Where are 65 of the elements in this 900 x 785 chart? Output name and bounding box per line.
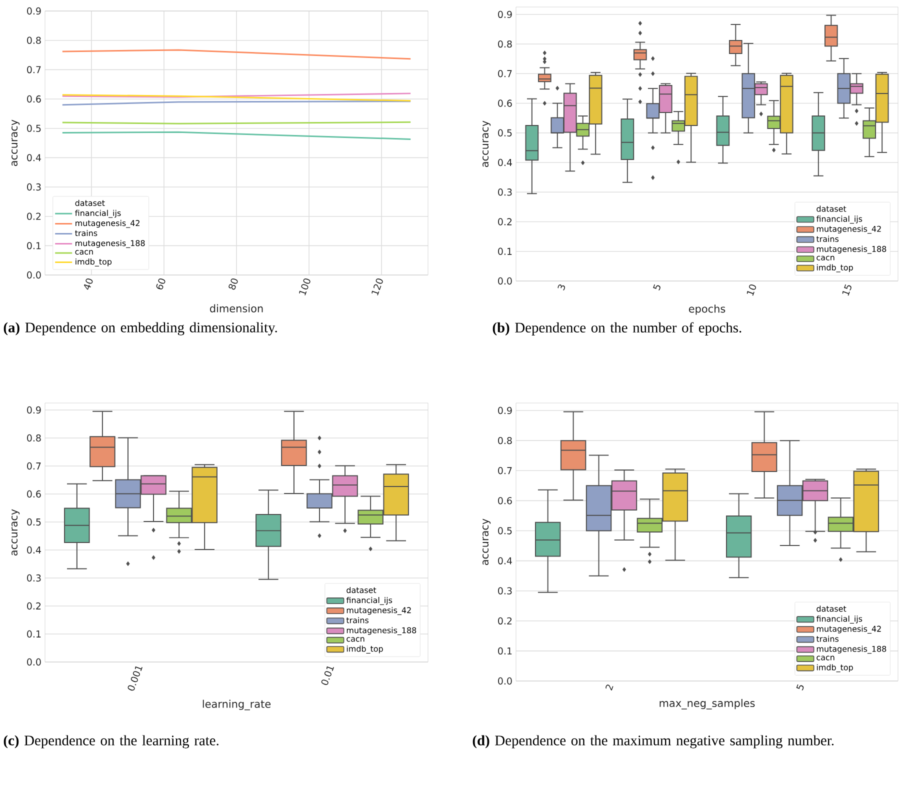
y-tick-label: 0.8 — [27, 36, 41, 44]
x-axis-title: learning_rate — [202, 700, 271, 710]
y-axis-title: accuracy — [12, 509, 20, 556]
y-tick-label: 0.3 — [498, 188, 512, 196]
y-tick-label: 0.8 — [498, 436, 512, 444]
y-tick-label: 0.2 — [27, 212, 41, 220]
y-tick-label: 0.5 — [27, 124, 41, 132]
x-tick-label: 0.01 — [321, 666, 334, 685]
y-tick-label: 0.7 — [498, 70, 512, 78]
y-tick-label: 0.1 — [27, 630, 41, 638]
x-tick-label: 0.001 — [128, 666, 142, 691]
y-tick-label: 0.3 — [27, 183, 41, 191]
y-tick-label: 0.9 — [27, 406, 41, 414]
y-axis-title: accuracy — [482, 518, 491, 565]
y-tick-label: 0.5 — [498, 129, 512, 136]
y-tick-label: 0.7 — [27, 66, 41, 74]
y-tick-label: 0.0 — [27, 658, 41, 666]
y-tick-label: 0.2 — [498, 617, 512, 624]
y-tick-label: 0.8 — [27, 434, 41, 442]
y-tick-label: 0.9 — [27, 7, 41, 15]
x-tick-label: 2 — [606, 684, 614, 691]
y-tick-label: 0.7 — [27, 462, 41, 470]
y-tick-label: 0.4 — [27, 154, 41, 162]
x-tick-label: 80 — [228, 278, 238, 290]
y-tick-label: 0.0 — [498, 277, 512, 285]
x-tick-label: 15 — [842, 284, 852, 296]
y-tick-label: 0.1 — [498, 647, 512, 655]
y-tick-label: 0.1 — [27, 242, 41, 250]
x-tick-label: 3 — [558, 284, 565, 290]
x-tick-label: 60 — [156, 278, 166, 290]
y-tick-label: 0.6 — [498, 100, 512, 107]
y-tick-label: 0.2 — [498, 218, 512, 226]
y-tick-label: 0.4 — [498, 557, 512, 564]
y-tick-label: 0.6 — [27, 490, 41, 498]
x-tick-label: 100 — [299, 278, 310, 296]
y-tick-label: 0.6 — [27, 95, 41, 103]
y-tick-label: 0.5 — [498, 527, 512, 534]
y-tick-label: 0.7 — [498, 467, 512, 474]
y-tick-label: 0.3 — [498, 587, 512, 594]
y-tick-label: 0.2 — [27, 602, 41, 610]
x-tick-label: 5 — [653, 284, 660, 290]
x-tick-label: 120 — [372, 278, 383, 296]
y-tick-label: 0.0 — [27, 271, 41, 279]
x-tick-label: 10 — [746, 284, 756, 296]
y-tick-label: 0.9 — [498, 10, 512, 18]
y-tick-label: 0.4 — [27, 546, 41, 554]
text: (a) Dependence on embedding dimensionality. — [4, 322, 277, 336]
y-tick-label: 0.0 — [498, 677, 512, 685]
x-axis-title: max_neg_samples — [660, 698, 755, 710]
y-axis-title: accuracy — [12, 120, 20, 166]
y-tick-label: 0.4 — [498, 158, 512, 166]
x-axis-title: epochs — [688, 304, 726, 315]
y-tick-label: 0.8 — [498, 40, 512, 48]
y-tick-label: 0.9 — [498, 406, 512, 414]
y-axis-title: accuracy — [482, 120, 491, 167]
text: (c) Dependence on the learning rate. — [4, 735, 218, 748]
x-axis-title: dimension — [210, 304, 263, 312]
text: (b) Dependence on the number of epochs. — [492, 322, 742, 336]
x-tick-label: 5 — [796, 684, 804, 690]
y-tick-label: 0.3 — [27, 574, 41, 582]
y-tick-label: 0.5 — [27, 518, 41, 526]
x-tick-label: 40 — [84, 278, 93, 290]
y-tick-label: 0.1 — [498, 248, 512, 255]
text: (d) Dependence on the maximum negative sampling number. — [472, 735, 834, 748]
y-tick-label: 0.6 — [498, 497, 512, 504]
